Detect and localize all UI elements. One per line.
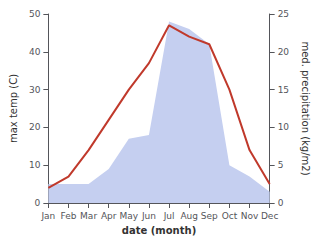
svg-text:Sep: Sep [201, 211, 218, 221]
svg-text:5: 5 [278, 160, 284, 170]
svg-text:med. precipitation (kg/m2): med. precipitation (kg/m2) [300, 41, 311, 175]
svg-text:max temp (C): max temp (C) [8, 74, 19, 143]
svg-text:10: 10 [278, 122, 290, 132]
svg-text:10: 10 [29, 160, 41, 170]
svg-text:May: May [120, 211, 139, 221]
svg-text:20: 20 [29, 122, 41, 132]
svg-text:Jul: Jul [163, 211, 175, 221]
svg-text:Nov: Nov [241, 211, 259, 221]
svg-text:Aug: Aug [180, 211, 198, 221]
svg-text:Oct: Oct [222, 211, 238, 221]
svg-text:50: 50 [29, 9, 41, 19]
svg-text:25: 25 [278, 9, 289, 19]
svg-text:0: 0 [278, 198, 284, 208]
svg-text:Apr: Apr [101, 211, 117, 221]
svg-text:Dec: Dec [261, 211, 278, 221]
svg-text:Jan: Jan [40, 211, 55, 221]
svg-text:date (month): date (month) [122, 225, 196, 236]
svg-text:20: 20 [278, 47, 290, 57]
svg-text:15: 15 [278, 85, 289, 95]
svg-text:30: 30 [29, 85, 41, 95]
svg-text:0: 0 [35, 198, 41, 208]
svg-text:40: 40 [29, 47, 41, 57]
svg-text:Feb: Feb [61, 211, 77, 221]
svg-text:Mar: Mar [80, 211, 97, 221]
svg-text:Jun: Jun [141, 211, 156, 221]
